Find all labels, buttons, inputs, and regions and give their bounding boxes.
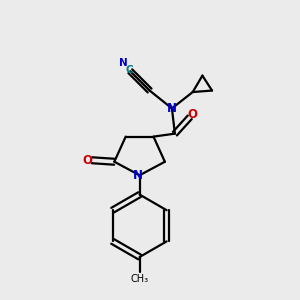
Text: N: N: [118, 58, 127, 68]
Text: O: O: [187, 108, 197, 122]
Text: CH₃: CH₃: [130, 274, 149, 284]
Text: N: N: [133, 169, 142, 182]
Text: N: N: [167, 102, 177, 115]
Text: O: O: [82, 154, 92, 167]
Text: C: C: [125, 65, 133, 75]
